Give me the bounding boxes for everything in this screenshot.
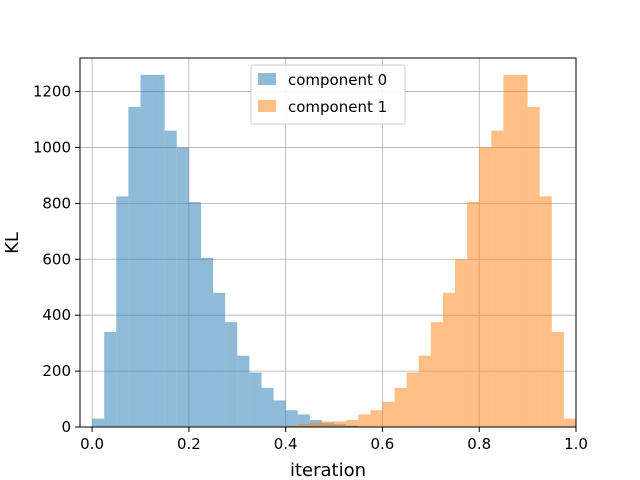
histogram-bars [92, 74, 576, 428]
bar-component-0-0-7 [176, 147, 189, 428]
bar-component-1-1-18 [503, 74, 516, 427]
x-tick-label-5: 1.0 [564, 435, 588, 453]
y-tick-label-2: 400 [42, 306, 71, 324]
bar-component-1-1-8 [382, 401, 395, 427]
bar-component-1-1-15 [467, 201, 480, 427]
x-tick-label-4: 0.8 [467, 435, 491, 453]
legend-swatch-component-1 [258, 100, 276, 112]
bar-component-0-0-15 [273, 400, 286, 427]
bar-component-0-0-16 [285, 410, 298, 427]
x-tick-label-1: 0.2 [177, 435, 201, 453]
bar-component-1-1-22 [551, 331, 564, 427]
bar-component-1-2-0 [563, 418, 576, 427]
bar-component-0-0-12 [237, 355, 250, 427]
legend: component 0 component 1 [250, 64, 406, 125]
bar-component-1-1-5 [346, 420, 359, 427]
bar-component-1-1-19 [515, 74, 528, 427]
plot-frame [79, 57, 577, 428]
bar-component-1-1-2 [309, 422, 322, 427]
x-axis-ticks: 0.0 0.2 0.4 0.6 0.8 1.0 [80, 427, 588, 453]
y-tick-label-5: 1000 [33, 138, 71, 156]
bar-component-0-0-2 [116, 196, 129, 427]
legend-swatch-component-0 [258, 73, 276, 85]
legend-label-component-0: component 0 [288, 71, 387, 89]
y-axis-ticks: 0 200 400 600 800 1000 1200 [33, 83, 80, 436]
bar-component-1-1-9 [394, 387, 407, 427]
legend-label-component-1: component 1 [288, 98, 387, 116]
bar-component-0-0-17 [297, 414, 310, 427]
bar-component-1-1-3 [321, 421, 335, 427]
y-axis-label: KL [2, 232, 23, 254]
bar-component-1-1-0 [285, 425, 298, 427]
bar-component-1-1-16 [479, 147, 492, 428]
bar-component-0-0-5 [152, 74, 165, 427]
bar-component-0-0-14 [261, 387, 274, 427]
bar-component-1-1-14 [455, 259, 468, 427]
x-tick-label-0: 0.0 [80, 435, 104, 453]
y-tick-label-3: 600 [42, 250, 71, 268]
y-tick-label-1: 200 [42, 362, 71, 380]
x-tick-label-2: 0.4 [274, 435, 298, 453]
legend-frame [250, 64, 406, 125]
bar-component-0-0-13 [249, 372, 262, 427]
bar-component-1-1-6 [358, 414, 371, 427]
bar-component-1-1-10 [406, 372, 419, 427]
bar-component-1-1-12 [430, 322, 443, 427]
bar-component-0-0-11 [225, 322, 238, 427]
bar-component-1-1-21 [539, 196, 552, 427]
bar-component-1-1-4 [334, 421, 347, 427]
bar-component-0-0-1 [104, 331, 117, 427]
bar-component-1-1-13 [442, 292, 456, 427]
bar-component-0-0-9 [200, 257, 214, 427]
bar-component-1-1-1 [297, 424, 310, 427]
x-axis-label: iteration [290, 460, 366, 480]
bar-component-0-0-0 [92, 418, 105, 427]
bar-component-0-0-10 [213, 292, 226, 427]
x-tick-label-3: 0.6 [371, 435, 395, 453]
y-tick-label-4: 800 [42, 194, 71, 212]
bar-component-0-0-3 [128, 106, 141, 427]
y-tick-label-6: 1200 [33, 83, 71, 101]
bar-component-0-0-4 [140, 74, 153, 427]
bar-component-1-1-7 [370, 410, 383, 427]
bar-component-1-1-11 [418, 355, 431, 427]
bar-component-1-1-17 [491, 130, 504, 427]
bar-component-0-0-6 [164, 130, 177, 427]
bar-component-0-0-8 [188, 201, 201, 427]
y-tick-label-0: 0 [61, 418, 71, 436]
bar-component-1-1-20 [527, 106, 540, 427]
